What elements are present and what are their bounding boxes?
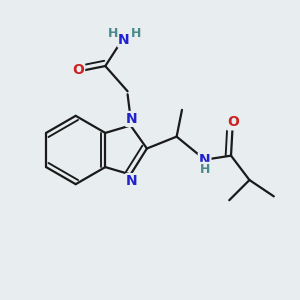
Text: N: N <box>118 33 130 46</box>
Text: O: O <box>72 63 84 77</box>
Text: H: H <box>107 26 118 40</box>
Text: N: N <box>126 112 138 126</box>
Text: H: H <box>200 163 210 176</box>
Text: H: H <box>131 26 141 40</box>
Text: N: N <box>126 174 138 188</box>
Text: N: N <box>199 153 210 167</box>
Text: O: O <box>227 116 239 129</box>
